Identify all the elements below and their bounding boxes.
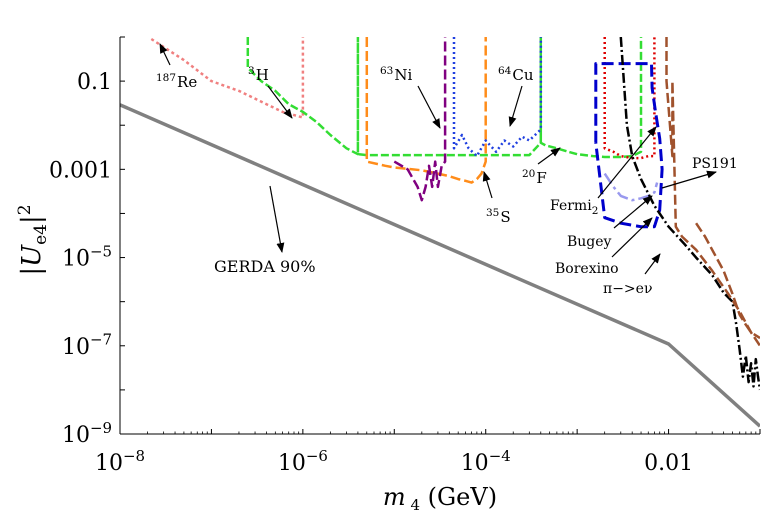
y-tick-label: 10−9 [62,419,112,448]
axes-layer: 10−8 10−6 10−4 0.01 0.1 0.001 10−5 10−7 10−9 m 4 … [15,36,761,514]
y-tick-label: 10−5 [62,242,112,271]
annotation-arrow-ps191 [661,170,717,189]
annotation-bugey: Bugey [567,234,612,250]
annotation-arrow-s [482,171,493,199]
annotation-fermi: Fermi2 [550,198,598,217]
annotation-f: 20F [522,168,547,187]
annotation-ni: 63Ni [380,65,413,84]
annotation-arrow-re [159,43,171,66]
annotation-pien: π−>eν [603,281,652,297]
x-tick-label: 10−8 [95,447,145,476]
series-line-fermi2 [594,62,664,229]
annotation-gerda: GERDA 90% [214,257,316,276]
y-axis-title: |Ue4|2 [15,204,51,275]
series-line-bugey [603,172,659,202]
series-line-63-ni [393,37,447,202]
y-tick-label: 10−7 [62,331,112,360]
annotation-cu: 64Cu [498,65,534,84]
annotation-ps191: PS191 [692,156,738,172]
annotation-arrow-bugey [613,195,653,229]
annotation-re: 187Re [156,72,197,91]
annotation-borexino: Borexino [555,261,619,277]
series-line-64-cu [452,37,543,158]
arrows-layer [159,43,717,275]
annotation-arrow-h [267,85,293,119]
series-layer [120,37,760,428]
annotation-s: 35S [486,207,511,226]
x-tick-label: 10−4 [461,447,511,476]
annotation-arrow-f [537,147,561,165]
x-tick-label: 0.01 [644,451,693,476]
x-tick-label: 10−6 [278,447,328,476]
y-tick-label: 0.001 [49,158,112,183]
annotation-arrow-ni [417,85,441,129]
series-line-3-h [246,37,643,159]
series-line-ps191-b [695,222,760,340]
series-line-20-f [603,37,656,160]
annotation-arrow-pien [644,253,661,275]
annotation-arrow-cu [508,85,523,127]
annotation-arrow-gerda [269,185,285,253]
annotations-layer: 187Re 3H 63Ni 64Cu 20F 35S Fermi2 PS191 Bugey Bor… [156,65,738,297]
series-line-187-re [150,37,305,119]
annotation-arrow-fermi [597,126,657,199]
x-axis-title: m 4 (GeV) [383,483,497,514]
annotation-arrow-borexino [611,217,653,258]
series-line-35-s [365,37,487,184]
y-tick-label: 0.1 [77,70,112,95]
series-line-gerda-90 [120,103,760,428]
series-line-borexino [619,37,760,391]
series-line-ps191 [665,37,760,347]
annotation-h: 3H [248,65,269,84]
